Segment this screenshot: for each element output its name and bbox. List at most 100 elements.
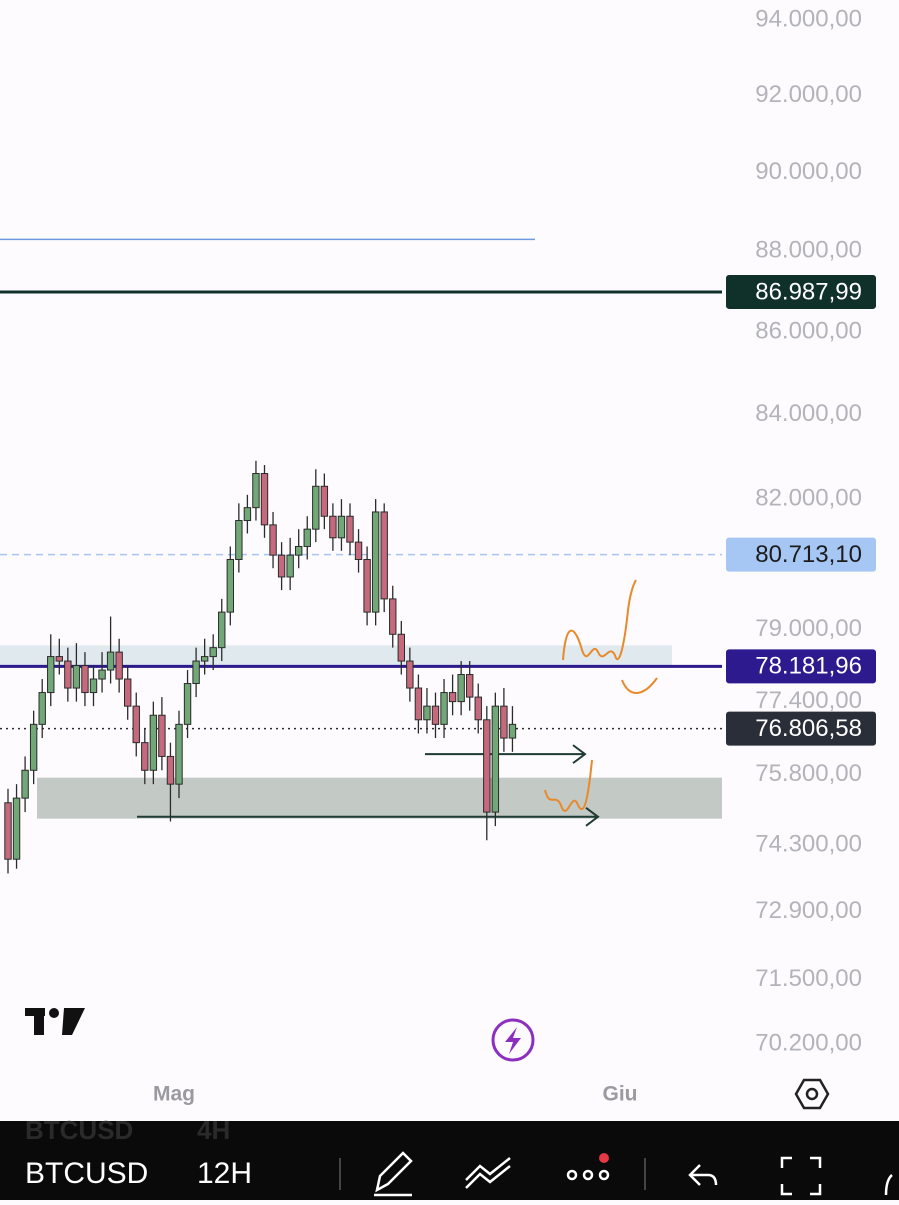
price-tag-label: 76.806,58 [755,715,862,742]
price-tag [726,649,876,684]
candle-body [346,515,354,543]
candle-body [218,611,226,649]
candle-body [329,515,337,539]
candle-body [312,485,320,530]
candle-body [466,674,474,698]
y-tick-label: 92.000,00 [755,81,862,108]
candle-body [29,723,38,771]
zones [0,645,722,819]
candle-body [115,651,123,680]
y-tick-label: 84.000,00 [755,400,862,427]
candle-body [55,656,63,662]
y-tick-label: 88.000,00 [755,237,862,264]
previous-interval: 4H [197,1115,230,1145]
candle-body [183,683,192,725]
fullscreen-button[interactable] [780,1156,822,1196]
candle-body [64,660,72,689]
candle-body [440,692,448,725]
candle-body [38,692,46,725]
candle-body [277,554,286,578]
time-label: Mag [153,1083,195,1106]
candle-body [243,507,252,522]
candle-body [4,802,12,860]
y-tick-label: 82.000,00 [755,484,862,511]
candle-body [235,520,243,561]
arrow [425,744,587,764]
symbol[interactable]: BTCUSD [25,1157,148,1190]
y-tick-label: 72.900,00 [755,897,862,924]
lightning-button[interactable] [491,1018,535,1062]
toolbar [0,1121,899,1200]
drawing-scribble [621,677,658,694]
candle-body [483,719,491,813]
candle-body [89,678,98,694]
candle-body [175,723,183,785]
y-tick-label: 71.500,00 [755,965,862,992]
y-tick-label: 74.300,00 [755,830,862,857]
candle-body [166,755,175,785]
y-tick-label: 90.000,00 [755,158,862,185]
more-button[interactable] [566,1153,610,1181]
undo-button[interactable] [688,1164,718,1186]
candle-body [320,485,329,517]
y-tick-label: 77.400,00 [755,687,862,714]
candle-body [192,660,200,685]
y-tick-label: 86.000,00 [755,317,862,344]
time-label: Giu [603,1083,638,1106]
y-tick-label: 79.000,00 [755,615,862,642]
price-tag [726,274,876,309]
toolbar-edge-icon[interactable] [884,1174,893,1196]
price-tag-label: 86.987,99 [755,278,862,305]
price-tag-label: 80.713,10 [755,541,862,568]
settings-button[interactable] [794,1078,830,1110]
candle-body [500,705,508,739]
candle-body [363,559,371,613]
zone [0,645,672,667]
interval[interactable]: 12H [197,1157,252,1190]
arrow [137,806,600,827]
candle-body [47,656,55,694]
candle-body [252,473,260,509]
candle-body [423,705,431,721]
candle-body [158,714,166,757]
candle-body [431,705,440,725]
drawing-scribble [544,759,593,812]
candle-body [380,511,388,600]
candle-body [200,656,209,662]
tradingview-logo [25,1008,85,1035]
candle-body [141,742,149,771]
price-tag [726,711,876,746]
price-axis: 94.000,00 92.000,00 90.000,00 88.000,00 86.0… [726,5,876,1056]
candle-body [354,541,363,561]
zone [37,777,722,819]
candle-body [457,674,465,703]
candles [4,460,517,874]
y-tick-label: 94.000,00 [755,5,862,32]
candle-body [260,473,269,526]
candle-body [269,524,277,556]
price-tag-label: 78.181,96 [755,653,862,680]
trendline-button[interactable] [465,1157,511,1189]
candle-body [21,769,29,799]
candle-body [124,678,132,707]
draw-button[interactable] [374,1151,413,1197]
candle-body [286,554,294,578]
y-tick-label: 70.200,00 [755,1029,862,1056]
candle-body [448,692,457,703]
previous-symbol: BTCUSD [25,1115,133,1145]
candle-body [81,665,89,694]
candle-body [508,723,517,739]
candle-body [132,705,140,744]
drawing-scribble [562,579,637,661]
candle-body [149,714,158,771]
candle-body [98,669,106,680]
candle-body [414,687,423,721]
candle-body [397,633,406,662]
candle-body [106,651,115,671]
candle-body [303,528,311,547]
candle-body [389,598,397,635]
candle-body [337,515,346,539]
candle-body [371,511,380,613]
